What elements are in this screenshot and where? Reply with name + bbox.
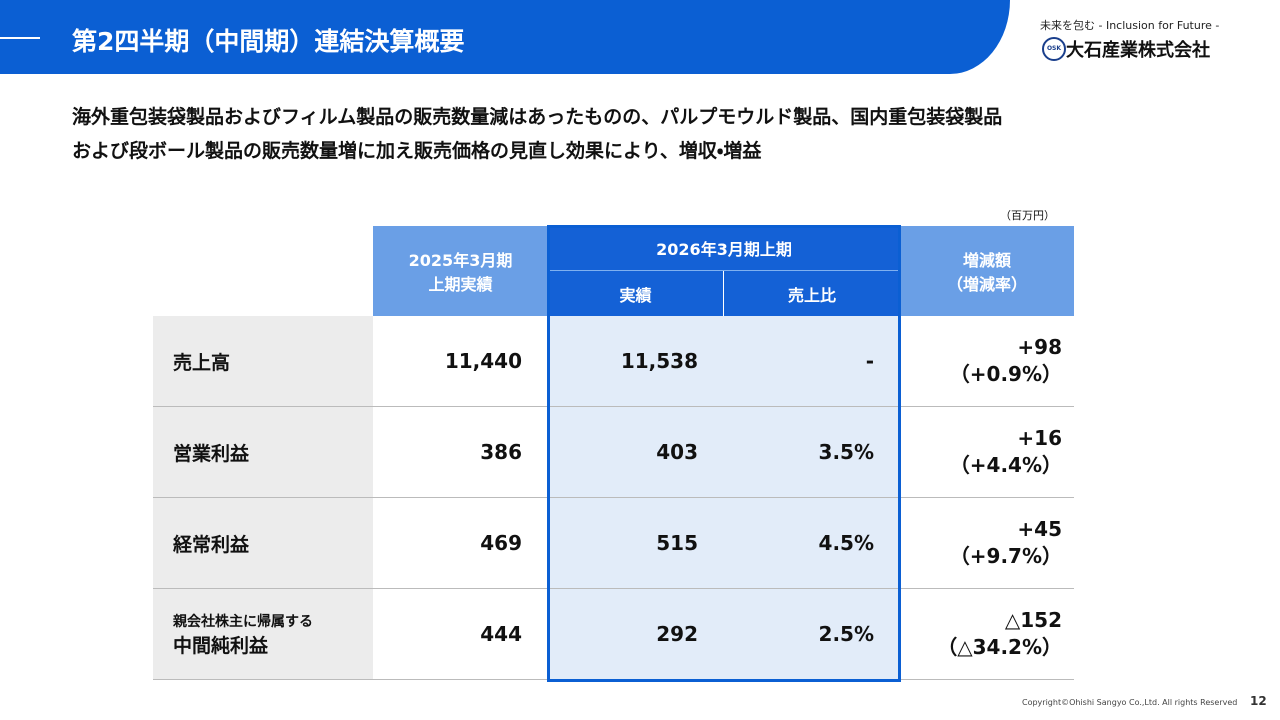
page-number: 12 <box>1250 694 1267 708</box>
change-cell: +45 （+9.7%） <box>900 498 1074 589</box>
summary-line: 海外重包装袋製品およびフィルム製品の販売数量減はあったものの、パルプモウルド製品… <box>72 106 1003 128</box>
change-rate: （+9.7%） <box>949 544 1062 568</box>
row-label-text: 中間純利益 <box>173 634 269 657</box>
actual-value: 292 <box>548 589 724 680</box>
logo-tagline: 未来を包む - Inclusion for Future - <box>1040 19 1220 32</box>
header-cell: 2025年3月期 上期実績 <box>373 226 548 316</box>
slide-title: 第2四半期（中間期）連結決算概要 <box>72 27 465 56</box>
change-cell: +16 （+4.4%） <box>900 407 1074 498</box>
ratio-value: 3.5% <box>724 407 900 498</box>
header-text: 2025年3月期 <box>408 251 513 270</box>
previous-value: 386 <box>373 407 548 498</box>
change-value: △152 <box>1004 608 1062 632</box>
logo-mark: OSK <box>1042 37 1066 61</box>
copyright: Copyright©Ohishi Sangyo Co.,Ltd. All rig… <box>1022 698 1238 707</box>
change-value: +45 <box>1017 517 1062 541</box>
header-cell: 売上比 <box>724 271 900 316</box>
change-value: +98 <box>1017 335 1062 359</box>
ratio-value: 4.5% <box>724 498 900 589</box>
row-label-text: 経常利益 <box>173 533 250 556</box>
header-text: 増減額 <box>962 251 1011 270</box>
row-label: 売上高 <box>153 316 373 407</box>
row-label-text: 親会社株主に帰属する <box>173 613 313 630</box>
company-name: 大石産業株式会社 <box>1066 40 1210 61</box>
row-label-text: 営業利益 <box>173 442 250 465</box>
actual-value: 515 <box>548 498 724 589</box>
previous-value: 469 <box>373 498 548 589</box>
header-cell: 2026年3月期上期 <box>548 226 900 271</box>
header-text: 上期実績 <box>428 275 493 294</box>
summary-line: および段ボール製品の販売数量増に加え販売価格の見直し効果により、増収・増益 <box>72 140 762 162</box>
header-text: （増減率） <box>946 275 1027 294</box>
header-cell: 実績 <box>548 271 724 316</box>
row-label-text: 売上高 <box>173 351 231 374</box>
change-rate: （△34.2%） <box>937 635 1062 659</box>
change-rate: （+4.4%） <box>949 453 1062 477</box>
row-label: 経常利益 <box>153 498 373 589</box>
change-rate: （+0.9%） <box>949 362 1062 386</box>
header-bar <box>0 0 1010 74</box>
ratio-value: 2.5% <box>724 589 900 680</box>
header-dash <box>0 37 40 39</box>
header-cell: 増減額 （増減率） <box>900 226 1074 316</box>
unit-label: （百万円） <box>1000 209 1055 222</box>
row-label: 親会社株主に帰属する中間純利益 <box>153 589 373 680</box>
change-cell: △152 （△34.2%） <box>900 589 1074 680</box>
ratio-value: - <box>724 316 900 407</box>
actual-value: 11,538 <box>548 316 724 407</box>
previous-value: 11,440 <box>373 316 548 407</box>
change-value: +16 <box>1017 426 1062 450</box>
change-cell: +98 （+0.9%） <box>900 316 1074 407</box>
actual-value: 403 <box>548 407 724 498</box>
previous-value: 444 <box>373 589 548 680</box>
row-label: 営業利益 <box>153 407 373 498</box>
